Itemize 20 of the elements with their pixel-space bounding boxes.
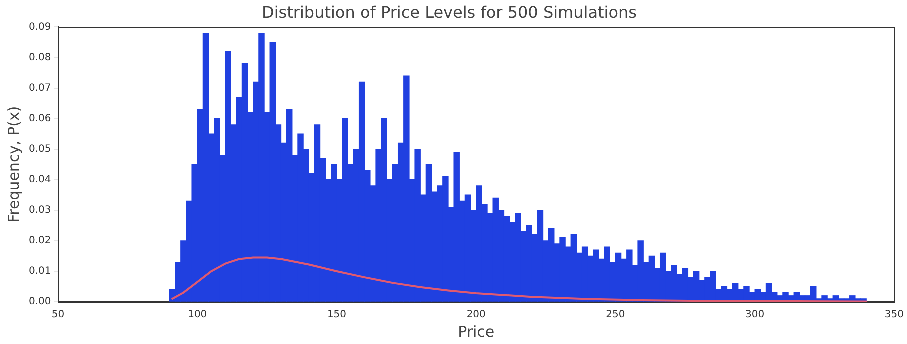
chart-title: Distribution of Price Levels for 500 Simulations bbox=[262, 2, 637, 22]
y-tick-label: 0.02 bbox=[29, 236, 52, 247]
y-tick-label: 0.00 bbox=[29, 296, 52, 308]
x-tick-label: 350 bbox=[884, 310, 904, 321]
y-tick-label: 0.01 bbox=[29, 266, 52, 278]
y-tick-label: 0.05 bbox=[29, 144, 52, 155]
x-tick-label: 250 bbox=[606, 310, 626, 321]
x-axis-title: Price bbox=[458, 322, 495, 341]
y-tick-label: 0.03 bbox=[29, 204, 52, 216]
y-tick-label: 0.04 bbox=[29, 174, 52, 186]
x-tick-label: 300 bbox=[746, 310, 765, 321]
x-tick-label: 100 bbox=[188, 310, 208, 321]
y-tick-label: 0.09 bbox=[29, 22, 52, 33]
y-tick-label: 0.08 bbox=[29, 52, 52, 64]
x-tick-label: 50 bbox=[52, 310, 65, 321]
y-axis-title: Frequency, P(x) bbox=[4, 106, 23, 223]
x-tick-label: 150 bbox=[327, 310, 347, 321]
x-tick-label: 200 bbox=[466, 310, 486, 321]
y-tick-label: 0.06 bbox=[29, 113, 52, 124]
y-tick-label: 0.07 bbox=[29, 82, 52, 94]
